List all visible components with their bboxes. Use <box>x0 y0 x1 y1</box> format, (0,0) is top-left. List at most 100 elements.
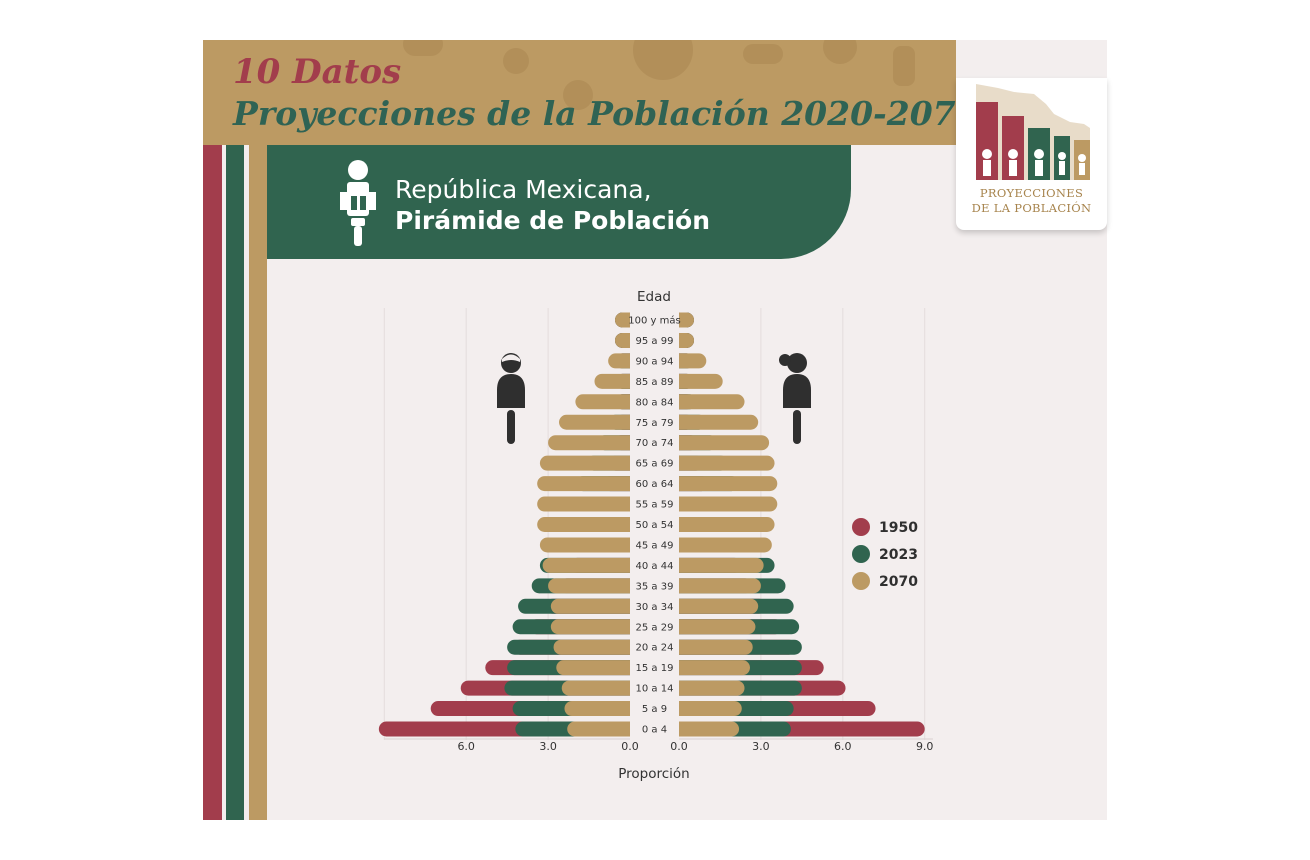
bar-female-2070 <box>671 660 750 676</box>
age-label-bg <box>630 331 679 350</box>
age-label-bg <box>630 413 679 432</box>
bar-female-2070 <box>671 394 745 410</box>
age-group-label: 90 a 94 <box>636 356 674 367</box>
bar-female-2070 <box>671 598 759 614</box>
age-group-label: 0 a 4 <box>642 725 667 736</box>
age-label-bg <box>630 351 679 370</box>
age-group-label: 25 a 29 <box>636 622 674 633</box>
bar-male-2070 <box>550 598 638 614</box>
age-group-label: 10 a 14 <box>636 684 674 695</box>
child-icon <box>340 160 376 246</box>
age-group-label: 5 a 9 <box>642 704 667 715</box>
age-label-bg <box>630 474 679 493</box>
x-tick-label: 9.0 <box>916 740 934 753</box>
age-label-bg <box>630 454 679 473</box>
x-tick-label: 6.0 <box>834 740 852 753</box>
bar-male-2070 <box>537 496 638 512</box>
bar-female-2070 <box>671 373 723 389</box>
header-banner: 10 Datos Proyecciones de la Población 20… <box>203 40 956 145</box>
legend: 1950 2023 2070 <box>852 518 918 590</box>
decorative-shape-icon <box>893 46 915 86</box>
bar-female-2070 <box>671 721 740 737</box>
bar-male-2070 <box>575 394 638 410</box>
bar-female-2070 <box>671 701 742 717</box>
bar-male-2070 <box>539 537 638 553</box>
legend-label-1950: 1950 <box>879 520 918 536</box>
x-axis-label: Proporción <box>618 766 690 782</box>
age-group-label: 75 a 79 <box>636 418 674 429</box>
bar-male-2070 <box>561 680 638 696</box>
age-group-label: 95 a 99 <box>636 336 674 347</box>
bar-female-2070 <box>671 537 772 553</box>
bar-male-2070 <box>594 373 638 389</box>
age-group-label: 80 a 84 <box>636 397 674 408</box>
bar-male-2070 <box>548 435 638 451</box>
age-group-label: 20 a 24 <box>636 643 674 654</box>
bar-male-2070 <box>537 476 638 492</box>
header-subtitle: Proyecciones de la Población 2020-2070 <box>233 94 956 133</box>
bar-female-2070 <box>671 619 756 635</box>
x-tick-label: 3.0 <box>539 740 557 753</box>
legend-label-2023: 2023 <box>879 547 918 563</box>
bar-female-2070 <box>671 435 770 451</box>
bar-female-2070 <box>671 680 745 696</box>
decorative-circle-icon <box>503 48 529 74</box>
header-title: 10 Datos <box>233 52 402 92</box>
age-label-bg <box>630 638 679 657</box>
bar-male-2070 <box>567 721 638 737</box>
age-label-bg <box>630 311 679 329</box>
stripe-green <box>226 145 244 820</box>
logo-text-line1: PROYECCIONES <box>979 186 1084 200</box>
population-pyramid-chart: 0 a 4 5 a 9 10 a 14 15 a 19 20 a 24 25 a 29 30… <box>378 289 934 782</box>
bar-male-2070 <box>564 701 638 717</box>
decorative-shape-icon <box>403 40 443 56</box>
bar-female-2070 <box>671 414 759 430</box>
bar-female-2070 <box>671 496 778 512</box>
bar-female-2070 <box>671 476 778 492</box>
age-label-bg <box>630 495 679 514</box>
decorative-shape-icon <box>743 44 783 64</box>
y-axis-label: Edad <box>637 289 671 305</box>
stripe-gold <box>249 145 267 820</box>
legend-label-2070: 2070 <box>879 574 918 590</box>
legend-swatch-2023 <box>852 545 870 563</box>
bar-female-2070 <box>671 639 753 655</box>
age-group-label: 40 a 44 <box>636 561 674 572</box>
bar-female-2070 <box>671 517 775 532</box>
age-group-label: 15 a 19 <box>636 663 674 674</box>
age-group-label: 65 a 69 <box>636 459 674 470</box>
age-group-label: 50 a 54 <box>636 520 674 531</box>
bar-male-2070 <box>537 517 638 532</box>
bar-male-2070 <box>559 414 638 430</box>
age-label-bg <box>630 720 679 738</box>
logo-text-line2: DE LA POBLACIÓN <box>971 201 1092 215</box>
panel-title-line1: República Mexicana, <box>395 175 652 204</box>
bar-male-2070 <box>556 660 638 676</box>
panel-title-line2: Pirámide de Población <box>395 206 711 235</box>
age-label-bg <box>630 392 679 411</box>
age-label-bg <box>630 617 679 636</box>
stripe-gap <box>222 145 226 820</box>
x-tick-label: 6.0 <box>457 740 475 753</box>
decorative-circle-icon <box>563 80 593 110</box>
x-tick-label: 0.0 <box>621 740 639 753</box>
bar-female-2070 <box>671 578 761 594</box>
bar-male-2070 <box>553 639 638 655</box>
age-label-bg <box>630 372 679 391</box>
bar-female-2070 <box>671 455 775 471</box>
female-icon <box>779 353 811 444</box>
age-label-bg <box>630 597 679 616</box>
age-label-bg <box>630 433 679 452</box>
title-panel: República Mexicana, Pirámide de Població… <box>267 145 851 259</box>
age-group-label: 45 a 49 <box>636 540 674 551</box>
age-group-label: 35 a 39 <box>636 581 674 592</box>
age-label-bg <box>630 658 679 677</box>
age-label-bg <box>630 679 679 698</box>
x-tick-label: 0.0 <box>670 740 688 753</box>
stripe-red <box>203 145 222 820</box>
bar-male-2070 <box>539 455 638 471</box>
male-icon <box>497 353 525 444</box>
logo-card: PROYECCIONES DE LA POBLACIÓN <box>956 78 1107 230</box>
logo-mexico-map-icon <box>976 84 1090 180</box>
x-tick-label: 3.0 <box>752 740 770 753</box>
